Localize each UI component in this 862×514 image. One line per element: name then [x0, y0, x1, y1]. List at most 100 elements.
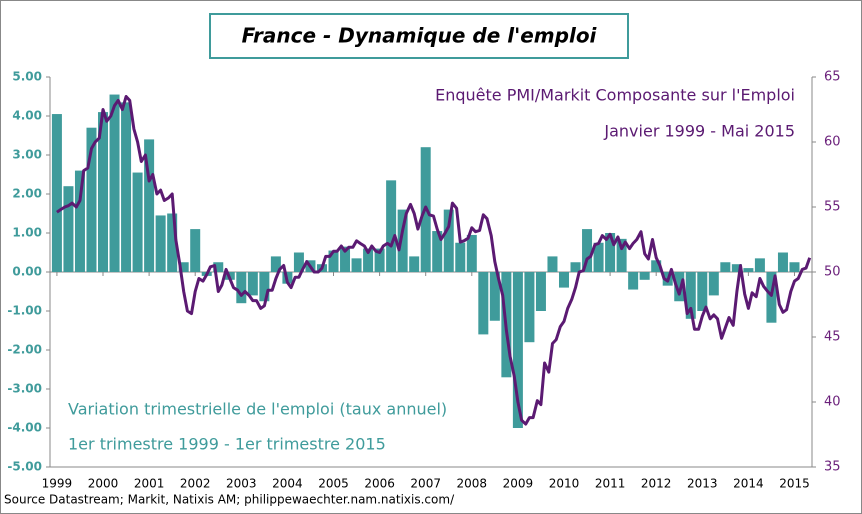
bar [570, 262, 581, 272]
bar [397, 209, 408, 272]
y-tick-label: 3.00 [12, 148, 42, 162]
bar [51, 114, 62, 272]
bar [708, 272, 719, 296]
annotation: Janvier 1999 - Mai 2015 [603, 122, 795, 141]
x-tick-label: 2000 [88, 477, 119, 491]
y-tick-label: 1.00 [12, 226, 42, 240]
x-tick-label: 2009 [503, 477, 534, 491]
bar [409, 256, 420, 272]
y-tick-label: 5.00 [12, 70, 42, 84]
x-tick-label: 2008 [457, 477, 488, 491]
bar [213, 262, 224, 272]
bar [351, 258, 362, 272]
bar [167, 213, 178, 272]
y-tick-label: -3.00 [7, 382, 42, 396]
y2-tick-label: 50 [824, 265, 841, 280]
x-tick-label: 2003 [226, 477, 257, 491]
bar [766, 272, 777, 323]
bar [731, 264, 742, 272]
bar [582, 229, 593, 272]
bar [558, 272, 569, 288]
annotation: Variation trimestrielle de l'emploi (tau… [68, 400, 447, 419]
bar [455, 242, 466, 272]
bar [121, 102, 132, 272]
bar [651, 260, 662, 272]
bar [132, 172, 143, 272]
bar [777, 252, 788, 272]
bar [328, 250, 339, 272]
y-tick-label: 2.00 [12, 187, 42, 201]
x-tick-label: 1999 [42, 477, 73, 491]
bar [190, 229, 201, 272]
bar [466, 234, 477, 272]
y2-tick-label: 65 [824, 70, 841, 85]
y-tick-label: -1.00 [7, 304, 42, 318]
line [56, 95, 812, 426]
bar [628, 272, 639, 290]
bar [639, 272, 650, 280]
x-tick-label: 2011 [595, 477, 626, 491]
bar [270, 256, 281, 272]
bar [478, 272, 489, 335]
bar [386, 180, 397, 272]
x-tick-label: 2006 [364, 477, 395, 491]
bar [535, 272, 546, 311]
bar [363, 248, 374, 272]
bar [259, 272, 270, 302]
bar [144, 139, 155, 272]
x-tick-label: 2013 [687, 477, 718, 491]
bar [743, 268, 754, 272]
source: Source Datastream; Markit, Natixis AM; p… [4, 493, 455, 507]
y2-tick-label: 55 [824, 200, 841, 215]
bar [616, 238, 627, 272]
y2-tick-label: 45 [824, 330, 841, 345]
annotation: Enquête PMI/Markit Composante sur l'Empl… [435, 86, 795, 105]
bar [489, 272, 500, 321]
bar [524, 272, 535, 343]
x-tick-label: 2002 [180, 477, 211, 491]
bar [674, 272, 685, 302]
bar [720, 262, 731, 272]
bar [443, 209, 454, 272]
bar [685, 272, 696, 319]
bar [247, 272, 258, 296]
y-tick-label: -2.00 [7, 343, 42, 357]
bar [340, 246, 351, 272]
title-box [209, 13, 629, 59]
bar [293, 252, 304, 272]
bar [547, 256, 558, 272]
bar [697, 272, 708, 311]
bar [86, 127, 97, 272]
x-tick-label: 2005 [318, 477, 349, 491]
annotation: 1er trimestre 1999 - 1er trimestre 2015 [68, 435, 386, 454]
bar [593, 242, 604, 272]
bar [605, 233, 616, 272]
x-tick-label: 2012 [641, 477, 672, 491]
bar [432, 231, 443, 272]
bar [109, 94, 120, 272]
bar [155, 215, 166, 272]
bar [98, 112, 109, 272]
y-tick-label: 0.00 [12, 265, 42, 279]
y2-tick-label: 35 [824, 460, 841, 475]
y2-tick-label: 40 [824, 395, 841, 410]
bar [236, 272, 247, 304]
y2-tick-label: 60 [824, 135, 841, 150]
bar [63, 186, 74, 272]
x-tick-label: 2010 [549, 477, 580, 491]
x-tick-label: 2001 [134, 477, 165, 491]
y-tick-label: -5.00 [7, 460, 42, 474]
x-tick-label: 2004 [272, 477, 303, 491]
bar [512, 272, 523, 428]
y-tick-label: -4.00 [7, 421, 42, 435]
x-tick-label: 2007 [410, 477, 441, 491]
y-tick-label: 4.00 [12, 109, 42, 123]
bar [178, 262, 189, 272]
bar [74, 170, 85, 272]
bar [789, 262, 800, 272]
bar [374, 248, 385, 272]
x-tick-label: 2015 [779, 477, 810, 491]
x-tick-label: 2014 [733, 477, 764, 491]
